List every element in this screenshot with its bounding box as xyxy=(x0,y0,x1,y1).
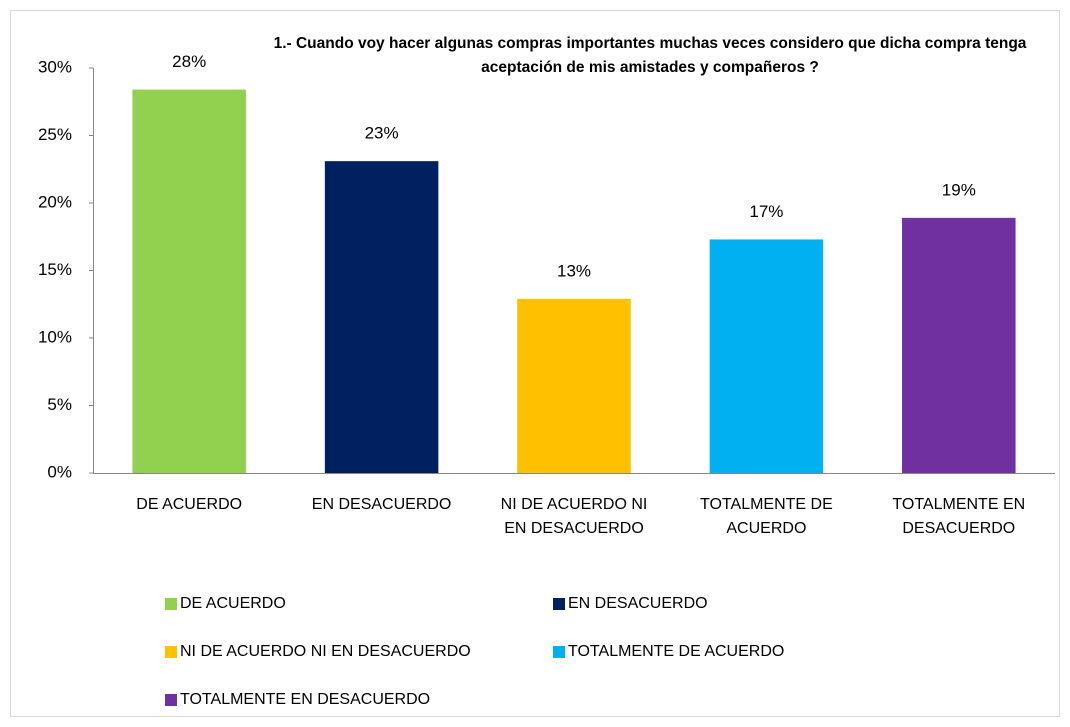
y-tick-label: 30% xyxy=(38,57,72,76)
bar xyxy=(324,161,439,473)
legend-swatch xyxy=(165,694,177,706)
x-tick-label: TOTALMENTE DE ACUERDO xyxy=(700,496,833,537)
y-tick-label: 25% xyxy=(38,125,72,144)
x-tick-label: TOTALMENTE EN DESACUERDO xyxy=(892,496,1026,537)
data-label: 23% xyxy=(365,124,399,143)
y-tick-label: 10% xyxy=(38,327,72,346)
data-label: 28% xyxy=(172,52,206,71)
x-tick-label: NI DE ACUERDO NI EN DESACUERDO xyxy=(500,496,648,537)
legend-swatch xyxy=(553,646,565,658)
data-label: 17% xyxy=(749,202,783,221)
y-tick-label: 5% xyxy=(47,395,72,414)
bar xyxy=(902,217,1016,473)
legend-swatch xyxy=(165,646,177,658)
bar xyxy=(709,239,824,473)
legend-swatch xyxy=(553,598,565,610)
legend-swatch xyxy=(165,598,177,610)
data-label: 19% xyxy=(942,180,976,199)
legend-label: NI DE ACUERDO NI EN DESACUERDO xyxy=(180,643,471,660)
data-label: 13% xyxy=(557,261,591,280)
y-tick-label: 20% xyxy=(38,192,72,211)
legend-label: TOTALMENTE EN DESACUERDO xyxy=(180,691,431,708)
legend-label: TOTALMENTE DE ACUERDO xyxy=(568,643,785,660)
y-tick-label: 0% xyxy=(47,462,72,481)
x-tick-label: EN DESACUERDO xyxy=(311,496,452,513)
y-tick-label: 15% xyxy=(38,260,72,279)
bar xyxy=(517,298,631,473)
bar xyxy=(132,89,246,473)
legend-label: DE ACUERDO xyxy=(180,595,286,612)
legend-label: EN DESACUERDO xyxy=(568,595,708,612)
chart-title: 1.- Cuando voy hacer algunas compras imp… xyxy=(273,35,1027,76)
x-tick-label: DE ACUERDO xyxy=(136,496,243,513)
